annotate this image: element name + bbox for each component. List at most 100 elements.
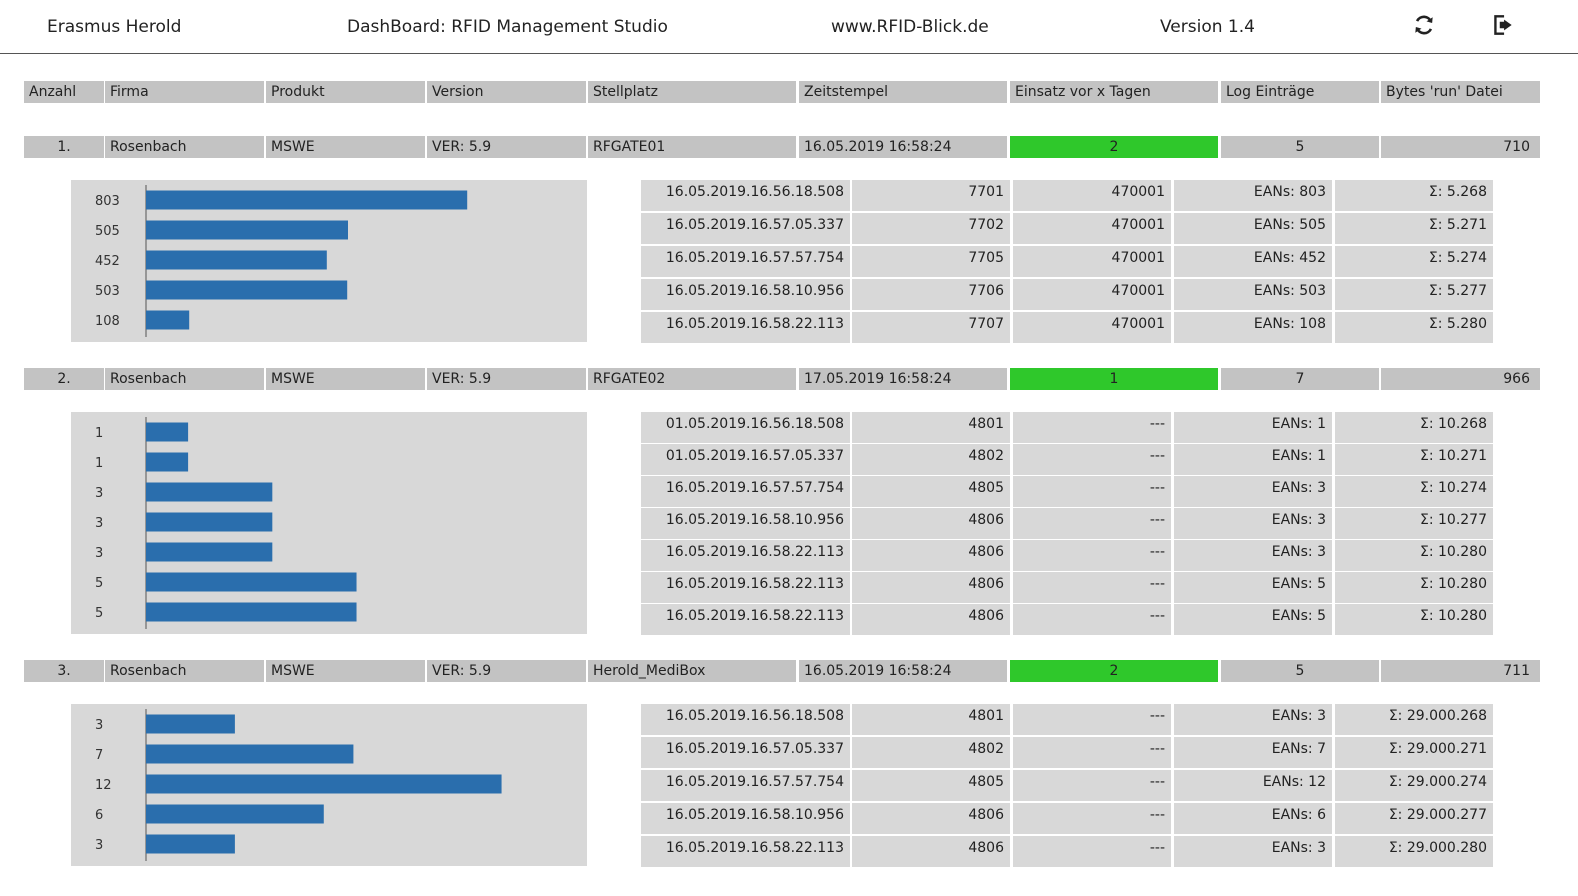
column-header-produkt: Produkt (266, 81, 425, 103)
summary-stellplatz: Herold_MediBox (588, 660, 796, 682)
log-timestamp: 16.05.2019.16.57.05.337 (641, 213, 850, 244)
log-sum: Σ: 10.280 (1335, 604, 1493, 635)
log-sum: Σ: 10.274 (1335, 476, 1493, 507)
chart-category-label: 3 (95, 718, 103, 733)
chart-category-label: 7 (95, 748, 103, 763)
version-label: Version 1.4 (1160, 17, 1255, 37)
log-eans: EANs: 7 (1174, 737, 1332, 768)
log-code: 470001 (1013, 279, 1171, 310)
log-id: 7706 (852, 279, 1010, 310)
log-eans: EANs: 1 (1174, 444, 1332, 475)
column-header-bytes: Bytes 'run' Datei (1381, 81, 1540, 103)
log-code: --- (1013, 737, 1171, 768)
summary-version: VER: 5.9 (427, 368, 586, 390)
summary-zeitstempel: 16.05.2019 16:58:24 (799, 136, 1007, 158)
summary-anzahl: 1. (24, 136, 104, 158)
chart-bar (146, 452, 189, 472)
log-sum: Σ: 29.000.268 (1335, 704, 1493, 735)
log-code: --- (1013, 770, 1171, 801)
summary-log-eintraege: 5 (1221, 660, 1379, 682)
summary-firma: Rosenbach (105, 136, 264, 158)
log-timestamp: 01.05.2019.16.57.05.337 (641, 444, 850, 475)
log-code: 470001 (1013, 246, 1171, 277)
eans-bar-chart: 3 7 12 6 3 (95, 709, 502, 861)
log-code: --- (1013, 540, 1171, 571)
log-timestamp: 16.05.2019.16.56.18.508 (641, 704, 850, 735)
log-eans: EANs: 3 (1174, 540, 1332, 571)
log-timestamp: 16.05.2019.16.57.05.337 (641, 737, 850, 768)
column-header-version: Version (427, 81, 586, 103)
chart-category-label: 108 (95, 314, 120, 329)
summary-log-eintraege: 5 (1221, 136, 1379, 158)
column-header-zeitstempel: Zeitstempel (799, 81, 1007, 103)
log-code: --- (1013, 508, 1171, 539)
refresh-icon[interactable] (1411, 12, 1437, 38)
log-id: 4802 (852, 737, 1010, 768)
summary-firma: Rosenbach (105, 368, 264, 390)
chart-bar (146, 602, 357, 622)
column-header-einsatz: Einsatz vor x Tagen (1010, 81, 1218, 103)
chart-category-label: 505 (95, 224, 120, 239)
log-sum: Σ: 10.271 (1335, 444, 1493, 475)
chart-category-label: 6 (95, 808, 103, 823)
log-eans: EANs: 803 (1174, 180, 1332, 211)
log-code: --- (1013, 803, 1171, 834)
summary-produkt: MSWE (266, 368, 425, 390)
log-code: 470001 (1013, 180, 1171, 211)
log-timestamp: 16.05.2019.16.57.57.754 (641, 770, 850, 801)
log-eans: EANs: 3 (1174, 836, 1332, 867)
log-code: 470001 (1013, 213, 1171, 244)
log-id: 7707 (852, 312, 1010, 343)
summary-log-eintraege: 7 (1221, 368, 1379, 390)
log-eans: EANs: 6 (1174, 803, 1332, 834)
log-timestamp: 16.05.2019.16.58.22.113 (641, 836, 850, 867)
log-eans: EANs: 12 (1174, 770, 1332, 801)
column-header-log-eintraege: Log Einträge (1221, 81, 1379, 103)
log-sum: Σ: 5.268 (1335, 180, 1493, 211)
log-timestamp: 16.05.2019.16.58.22.113 (641, 312, 850, 343)
log-id: 7705 (852, 246, 1010, 277)
chart-bar (146, 310, 190, 330)
log-id: 4805 (852, 770, 1010, 801)
chart-bar (146, 774, 502, 794)
log-id: 4806 (852, 508, 1010, 539)
summary-produkt: MSWE (266, 136, 425, 158)
chart-bar (146, 714, 235, 734)
summary-einsatz: 1 (1010, 368, 1218, 390)
log-eans: EANs: 505 (1174, 213, 1332, 244)
log-eans: EANs: 503 (1174, 279, 1332, 310)
log-timestamp: 16.05.2019.16.58.22.113 (641, 604, 850, 635)
log-id: 4801 (852, 704, 1010, 735)
chart-category-label: 3 (95, 546, 103, 561)
log-sum: Σ: 5.271 (1335, 213, 1493, 244)
log-id: 4805 (852, 476, 1010, 507)
chart-panel-1: 803 505 452 503 108 (71, 180, 587, 342)
chart-category-label: 12 (95, 778, 112, 793)
chart-bar (146, 280, 348, 300)
summary-firma: Rosenbach (105, 660, 264, 682)
chart-category-label: 803 (95, 194, 120, 209)
log-code: --- (1013, 412, 1171, 443)
log-sum: Σ: 5.277 (1335, 279, 1493, 310)
summary-version: VER: 5.9 (427, 660, 586, 682)
logout-icon[interactable] (1490, 12, 1516, 38)
log-timestamp: 16.05.2019.16.57.57.754 (641, 246, 850, 277)
log-code: --- (1013, 572, 1171, 603)
eans-bar-chart: 803 505 452 503 108 (95, 185, 468, 337)
chart-bar (146, 542, 273, 562)
summary-anzahl: 3. (24, 660, 104, 682)
log-timestamp: 16.05.2019.16.58.10.956 (641, 279, 850, 310)
log-sum: Σ: 5.280 (1335, 312, 1493, 343)
log-code: --- (1013, 604, 1171, 635)
chart-category-label: 452 (95, 254, 120, 269)
chart-bar (146, 804, 324, 824)
log-eans: EANs: 3 (1174, 476, 1332, 507)
log-eans: EANs: 5 (1174, 572, 1332, 603)
log-timestamp: 16.05.2019.16.57.57.754 (641, 476, 850, 507)
chart-bar (146, 572, 357, 592)
chart-category-label: 1 (95, 456, 103, 471)
chart-bar (146, 744, 354, 764)
website-link[interactable]: www.RFID-Blick.de (831, 17, 989, 37)
column-header-firma: Firma (105, 81, 264, 103)
chart-bar (146, 482, 273, 502)
